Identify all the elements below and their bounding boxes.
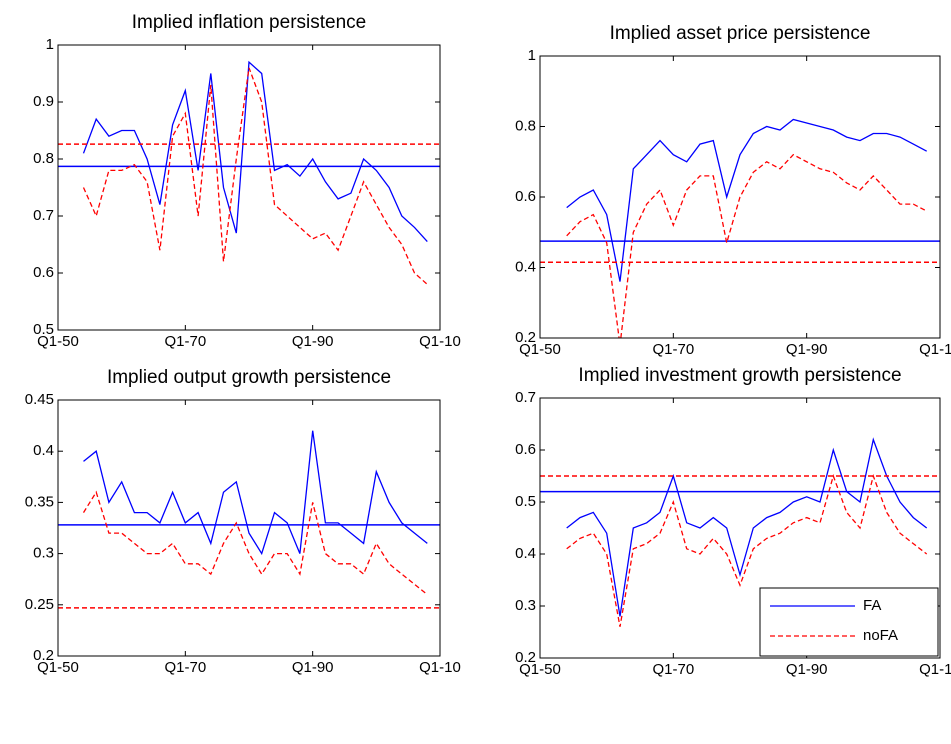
legend-label: noFA xyxy=(863,627,898,644)
plot-frame xyxy=(57,399,441,657)
y-tick-label: 0.3 xyxy=(515,597,536,614)
x-tick-label: Q1-90 xyxy=(786,341,828,358)
series-line xyxy=(566,153,928,338)
y-tick-label: 0.2 xyxy=(515,329,536,346)
plot-frame xyxy=(539,397,941,659)
subplot: Implied asset price persistence 0.2 0.4 0.6… xyxy=(515,23,951,358)
legend-box xyxy=(759,587,939,657)
plot-frame xyxy=(539,55,941,339)
x-tick-label: Q1-90 xyxy=(292,659,334,676)
y-tick-label: 0.4 xyxy=(515,545,536,562)
series-line xyxy=(82,490,428,596)
y-tick-label: 1 xyxy=(528,47,536,64)
y-tick-label: 0.6 xyxy=(515,441,536,458)
series-line xyxy=(566,118,928,282)
y-tick-label: 0.3 xyxy=(33,545,54,562)
y-tick-label: 0.5 xyxy=(33,321,54,338)
x-tick-label: Q1-50 xyxy=(519,661,561,678)
y-tick-label: 0.25 xyxy=(25,596,54,613)
y-tick-label: 0.45 xyxy=(25,391,54,408)
y-tick-label: 0.5 xyxy=(515,493,536,510)
x-tick-label: Q1-50 xyxy=(519,341,561,358)
y-tick-label: 0.35 xyxy=(25,493,54,510)
chart-title: Implied output growth persistence xyxy=(107,367,391,388)
y-tick-label: 0.2 xyxy=(515,649,536,666)
y-tick-label: 0.4 xyxy=(515,258,536,275)
chart-title: Implied investment growth persistence xyxy=(578,365,901,386)
x-tick-label: Q1-70 xyxy=(652,341,694,358)
y-tick-label: 0.7 xyxy=(515,389,536,406)
x-tick-label: Q1-10 xyxy=(919,341,951,358)
plot-frame xyxy=(57,44,441,331)
series-line xyxy=(82,60,428,243)
x-tick-label: Q1-50 xyxy=(37,659,79,676)
y-tick-label: 0.6 xyxy=(33,264,54,281)
series-line xyxy=(566,437,928,617)
subplot: Implied investment growth persistence 0.2… xyxy=(515,365,951,678)
chart-title: Implied inflation persistence xyxy=(132,12,366,33)
x-tick-label: Q1-90 xyxy=(292,333,334,350)
x-tick-label: Q1-70 xyxy=(652,661,694,678)
chart-title: Implied asset price persistence xyxy=(610,23,871,44)
y-tick-label: 1 xyxy=(46,36,54,53)
series-line xyxy=(82,67,428,285)
y-tick-label: 0.6 xyxy=(515,188,536,205)
y-tick-label: 0.8 xyxy=(515,117,536,134)
x-tick-label: Q1-10 xyxy=(419,659,461,676)
y-tick-label: 0.2 xyxy=(33,647,54,664)
x-tick-label: Q1-50 xyxy=(37,333,79,350)
subplot: Implied inflation persistence 0.5 0.6 0.7 0.… xyxy=(33,12,461,350)
x-tick-label: Q1-10 xyxy=(419,333,461,350)
series-line xyxy=(566,473,928,627)
y-tick-label: 0.9 xyxy=(33,93,54,110)
y-tick-label: 0.7 xyxy=(33,207,54,224)
x-tick-label: Q1-70 xyxy=(164,659,206,676)
x-tick-label: Q1-90 xyxy=(786,661,828,678)
x-tick-label: Q1-10 xyxy=(919,661,951,678)
y-tick-label: 0.4 xyxy=(33,442,54,459)
subplot: Implied output growth persistence 0.2 0.25… xyxy=(25,367,461,676)
legend-label: FA xyxy=(863,597,881,614)
y-tick-label: 0.8 xyxy=(33,150,54,167)
series-line xyxy=(83,430,428,556)
x-tick-label: Q1-70 xyxy=(164,333,206,350)
